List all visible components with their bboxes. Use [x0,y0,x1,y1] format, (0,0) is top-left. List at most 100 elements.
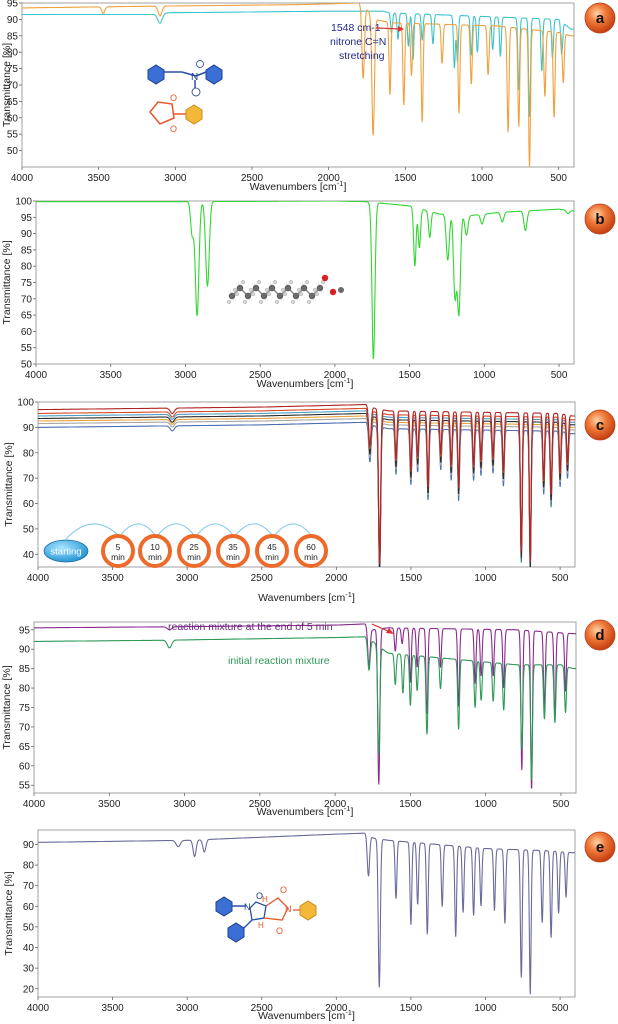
svg-text:10: 10 [150,542,160,552]
x-tick-label: 2000 [324,370,347,381]
y-tick-label: 70 [23,474,35,485]
svg-text:5: 5 [116,542,121,552]
svg-text:d: d [595,627,604,644]
x-tick-label: 1500 [394,173,417,184]
annotation-arrowhead [398,26,404,32]
svg-text:O: O [256,891,263,901]
x-tick-label: 4000 [11,173,34,184]
x-tick-label: 3500 [101,573,124,584]
x-tick-label: 500 [552,573,569,584]
y-tick-label: 70 [7,81,19,92]
svg-text:45: 45 [267,542,277,552]
svg-text:O: O [170,124,177,134]
y-tick-label: 50 [23,922,35,933]
x-tick-label: 1500 [398,370,421,381]
svg-text:H: H [258,921,264,930]
y-tick-label: 30 [23,964,35,975]
y-tick-label: 75 [7,64,19,75]
series-line-cycloadduct [38,832,575,995]
y-tick-label: 80 [7,48,19,59]
x-tick-label: 3000 [174,370,197,381]
svg-text:25: 25 [189,542,199,552]
x-tick-label: 2000 [324,799,347,810]
y-tick-label: 65 [19,742,31,753]
y-tick-label: 50 [7,146,19,157]
y-axis-label: Transmittance [%] [3,871,15,955]
panel-d-overlay: reaction mixture at the end of 5 min ini… [168,621,394,667]
x-axis-label: Wavenumbers [cm-1] [258,1008,355,1022]
x-axis-label: Wavenumbers [cm-1] [257,376,354,390]
svg-text:c: c [596,417,604,434]
x-axis-label: Wavenumbers [cm-1] [257,804,354,818]
panel-badge-e: e [584,831,616,863]
svg-text:N: N [244,902,251,912]
x-tick-label: 1000 [475,799,498,810]
x-tick-label: 4000 [27,1003,50,1014]
y-tick-label: 60 [7,113,19,124]
x-tick-label: 2000 [318,173,341,184]
maleimide-structure: O O [149,93,203,134]
svg-text:O: O [276,926,283,936]
x-axis-label: Wavenumbers [cm-1] [250,179,347,193]
panel-badge-d: d [584,619,616,651]
plot-frame [37,829,576,998]
series-line-reaction-mixture-at-the-end-of-5-min [34,623,576,789]
y-tick-label: 40 [23,550,35,561]
timeline-arc [65,523,119,540]
y-axis-label: Transmittance [%] [3,442,15,526]
x-tick-label: 500 [552,1003,569,1014]
y-tick-label: 70 [23,881,35,892]
y-tick-label: 20 [23,984,35,995]
svg-text:min: min [187,552,201,562]
svg-text:O: O [280,885,287,895]
y-tick-label: 75 [19,703,31,714]
svg-text:min: min [226,552,240,562]
x-tick-label: 1500 [400,573,423,584]
series-line-5-min [38,417,575,567]
series-group [38,832,575,995]
y-tick-label: 60 [23,902,35,913]
y-tick-label: 80 [19,684,31,695]
x-tick-label: 4000 [27,573,50,584]
x-tick-label: 1000 [471,173,494,184]
panel-b-overlay [226,274,344,305]
y-tick-label: 55 [21,343,33,354]
panel-c: 4000 3500 3000 2500 2000 1500 1000 500 40 50 60 70 8… [3,398,576,604]
y-tick-label: 70 [21,294,33,305]
series-line-60-min [38,404,575,564]
x-tick-label: 3000 [173,799,196,810]
x-tick-label: 2500 [251,1003,274,1014]
y-tick-label: 95 [21,213,33,224]
panel-badge-c: c [584,409,616,441]
svg-text:min: min [111,552,125,562]
svg-text:O: O [170,93,177,103]
y-tick-label: 85 [7,31,19,42]
y-axis-label: Transmittance [%] [1,240,13,324]
y-tick-label: 90 [7,15,19,26]
x-tick-label: 2500 [249,799,272,810]
y-tick-label: 85 [21,245,33,256]
x-tick-label: 3000 [164,173,187,184]
y-tick-label: 100 [15,197,32,208]
y-tick-label: 55 [19,781,31,792]
series-line-initial-reaction-mixture [34,636,576,781]
y-tick-label: 40 [23,943,35,954]
panel-b: 4000 3500 3000 2500 2000 1500 1000 500 50 55 60 65 7… [1,197,575,390]
annotation-wavenumber: 1548 cm-1 [331,22,381,34]
series-line-n-phenylmaleimide [22,3,574,167]
x-tick-label: 3000 [176,573,199,584]
x-tick-label: 1000 [473,370,496,381]
x-tick-label: 2500 [241,173,264,184]
panel-d: 4000 3500 3000 2500 2000 1500 1000 500 55 60 65 70 7… [1,621,577,818]
y-tick-label: 80 [23,448,35,459]
svg-text:starting: starting [50,547,81,558]
x-tick-label: 3500 [101,1003,124,1014]
label-5-min: reaction mixture at the end of 5 min [168,621,333,633]
svg-text:H: H [262,895,268,904]
y-tick-label: 60 [23,499,35,510]
y-tick-label: 65 [21,311,33,322]
